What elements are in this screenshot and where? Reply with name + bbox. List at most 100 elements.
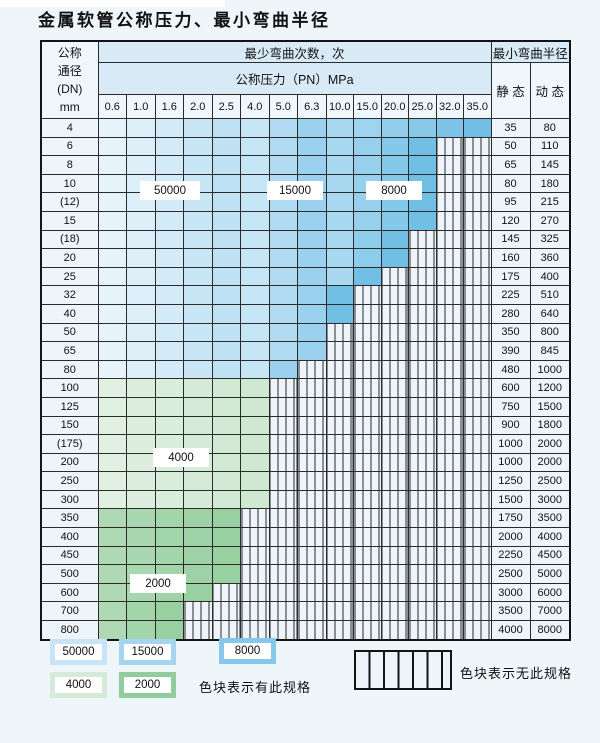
no-spec-cell <box>435 229 464 250</box>
static-cell: 175 <box>490 266 531 287</box>
no-spec-cell <box>325 415 354 436</box>
spec-cell <box>126 136 156 157</box>
spec-cell <box>240 285 270 305</box>
no-spec-cell <box>240 620 270 641</box>
spec-cell <box>408 118 437 138</box>
no-spec-cell <box>408 527 437 547</box>
spec-cell <box>325 136 354 157</box>
spec-cell <box>126 620 156 641</box>
dn-cell: 150 <box>40 415 99 436</box>
dynamic-header: 动 态 <box>529 62 571 119</box>
no-spec-cell <box>297 582 327 603</box>
no-spec-cell <box>408 545 437 566</box>
spec-cell <box>240 229 270 250</box>
spec-cell <box>353 155 382 175</box>
spec-cell <box>126 527 156 547</box>
no-spec-cell <box>463 564 492 584</box>
dynamic-cell: 325 <box>529 229 571 250</box>
spec-cell <box>183 508 213 529</box>
no-spec-cell <box>380 396 409 417</box>
dn-cell: 6 <box>40 136 99 157</box>
dynamic-cell: 640 <box>529 303 571 324</box>
spec-cell <box>126 303 156 324</box>
no-spec-cell <box>463 136 492 157</box>
spec-cell <box>240 378 270 398</box>
dn-cell: 500 <box>40 564 99 584</box>
spec-cell <box>183 341 213 361</box>
spec-cell <box>325 173 354 194</box>
spec-cell <box>353 210 382 231</box>
spec-cell <box>154 527 184 547</box>
no-spec-cell <box>380 359 409 380</box>
no-spec-cell <box>408 341 437 361</box>
spec-cell <box>97 359 127 380</box>
legend-no-spec-note: 色块表示无此规格 <box>460 666 573 681</box>
spec-cell <box>268 118 298 138</box>
no-spec-cell <box>240 545 270 566</box>
no-spec-cell <box>380 564 409 584</box>
spec-cell <box>211 378 241 398</box>
no-spec-cell <box>325 471 354 491</box>
spec-cell <box>97 508 127 529</box>
no-spec-cell <box>268 452 298 473</box>
no-spec-cell <box>435 545 464 566</box>
spec-cell <box>240 415 270 436</box>
spec-cell <box>97 564 127 584</box>
spec-cell <box>126 210 156 231</box>
spec-cell <box>240 322 270 343</box>
spec-cell <box>211 136 241 157</box>
pressure-col-label: 15.0 <box>353 94 382 119</box>
spec-cell <box>408 155 437 175</box>
spec-cell <box>126 118 156 138</box>
spec-cell <box>211 173 241 194</box>
spec-cell <box>154 210 184 231</box>
no-spec-cell <box>353 545 382 566</box>
spec-cell <box>268 229 298 250</box>
no-spec-cell <box>380 415 409 436</box>
dn-cell: 400 <box>40 527 99 547</box>
static-header: 静 态 <box>490 62 531 119</box>
spec-cell <box>154 396 184 417</box>
no-spec-cell <box>353 452 382 473</box>
spec-cell <box>240 303 270 324</box>
spec-cell <box>297 303 327 324</box>
table-row: 25 175 400 <box>40 266 571 287</box>
static-cell: 160 <box>490 248 531 268</box>
spec-cell <box>268 248 298 268</box>
spec-cell <box>211 210 241 231</box>
spec-cell <box>97 434 127 454</box>
table-row: 15 120 270 <box>40 210 571 231</box>
no-spec-cell <box>353 285 382 305</box>
no-spec-cell <box>435 508 464 529</box>
spec-cell <box>380 155 409 175</box>
no-spec-cell <box>463 285 492 305</box>
dynamic-cell: 4000 <box>529 527 571 547</box>
spec-cell <box>154 620 184 641</box>
no-spec-cell <box>268 396 298 417</box>
spec-cell <box>126 248 156 268</box>
zone-label: 8000 <box>366 181 422 200</box>
no-spec-cell <box>435 489 464 510</box>
no-spec-cell <box>353 620 382 641</box>
spec-cell <box>325 118 354 138</box>
dn-cell: 4 <box>40 118 99 138</box>
dn-cell: 32 <box>40 285 99 305</box>
spec-cell <box>240 266 270 287</box>
dn-cell: 15 <box>40 210 99 231</box>
static-cell: 50 <box>490 136 531 157</box>
no-spec-cell <box>268 471 298 491</box>
no-spec-cell <box>463 266 492 287</box>
no-spec-cell <box>380 452 409 473</box>
no-spec-cell <box>463 582 492 603</box>
no-spec-cell <box>463 415 492 436</box>
no-spec-cell <box>435 471 464 491</box>
spec-cell <box>211 452 241 473</box>
no-spec-cell <box>463 378 492 398</box>
spec-cell <box>183 545 213 566</box>
table-row: (18) 145 325 <box>40 229 571 250</box>
spec-cell <box>126 229 156 250</box>
spec-cell <box>211 285 241 305</box>
pressure-col-label: 6.3 <box>297 94 327 119</box>
spec-cell <box>183 415 213 436</box>
static-cell: 4000 <box>490 620 531 641</box>
